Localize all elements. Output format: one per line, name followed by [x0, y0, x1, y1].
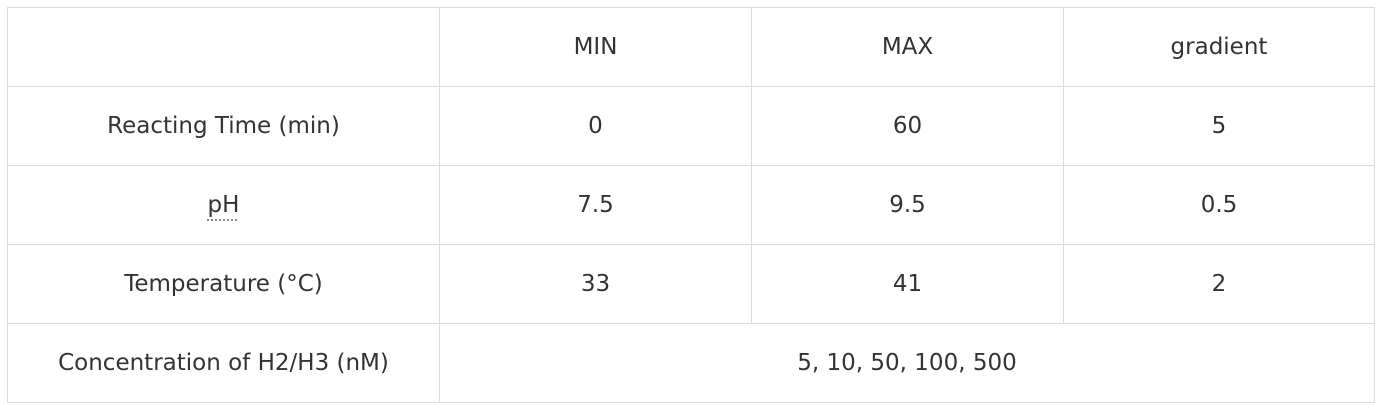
table-row-ph: pH 7.5 9.5 0.5	[7, 165, 1375, 245]
table-container: MIN MAX gradient Reacting Time (min) 0 6…	[7, 7, 1375, 403]
parameter-table: MIN MAX gradient Reacting Time (min) 0 6…	[7, 7, 1375, 403]
row-label: Concentration of H2/H3 (nM)	[7, 323, 440, 403]
header-cell-min: MIN	[439, 7, 752, 87]
table-row-temperature: Temperature (°C) 33 41 2	[7, 244, 1375, 324]
header-cell-max: MAX	[751, 7, 1064, 87]
row-label: Reacting Time (min)	[7, 86, 440, 166]
gradient-cell: 0.5	[1063, 165, 1375, 245]
max-cell: 60	[751, 86, 1064, 166]
row-label-cell: pH	[7, 165, 440, 245]
ph-abbreviation[interactable]: pH	[207, 192, 240, 218]
table-header-row: MIN MAX gradient	[7, 7, 1375, 87]
max-cell: 9.5	[751, 165, 1064, 245]
header-cell-gradient: gradient	[1063, 7, 1375, 87]
row-label: Temperature (°C)	[7, 244, 440, 324]
header-cell-empty	[7, 7, 440, 87]
gradient-cell: 5	[1063, 86, 1375, 166]
concentration-values-cell: 5, 10, 50, 100, 500	[439, 323, 1375, 403]
min-cell: 33	[439, 244, 752, 324]
min-cell: 7.5	[439, 165, 752, 245]
table-row-reacting-time: Reacting Time (min) 0 60 5	[7, 86, 1375, 166]
max-cell: 41	[751, 244, 1064, 324]
min-cell: 0	[439, 86, 752, 166]
table-row-concentration: Concentration of H2/H3 (nM) 5, 10, 50, 1…	[7, 323, 1375, 403]
gradient-cell: 2	[1063, 244, 1375, 324]
